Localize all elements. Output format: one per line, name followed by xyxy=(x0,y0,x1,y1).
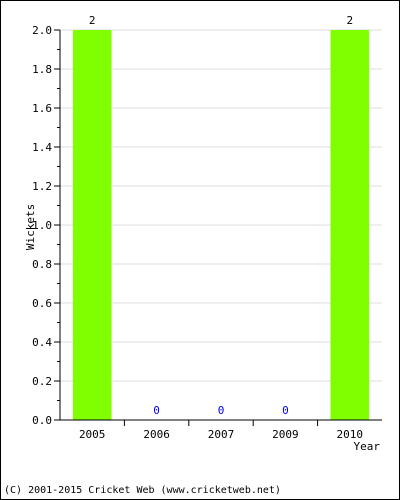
y-tick-label: 0.0 xyxy=(32,414,52,427)
data-label-2010: 2 xyxy=(346,14,353,27)
y-tick-label: 0.4 xyxy=(32,336,52,349)
y-tick-label: 0.8 xyxy=(32,258,52,271)
x-tick-label-2006: 2006 xyxy=(143,428,170,441)
y-tick-label: 1.8 xyxy=(32,63,52,76)
bar-2010 xyxy=(330,30,370,420)
y-tick-label: 0.2 xyxy=(32,375,52,388)
x-tick-label-2005: 2005 xyxy=(79,428,106,441)
data-label-2005: 2 xyxy=(89,14,96,27)
y-tick-label: 0.6 xyxy=(32,297,52,310)
data-label-2006: 0 xyxy=(153,404,160,417)
y-tick-label: 2.0 xyxy=(32,24,52,37)
axes xyxy=(54,29,382,426)
y-tick-label: 1.2 xyxy=(32,180,52,193)
x-tick-label-2010: 2010 xyxy=(337,428,364,441)
bar-2005 xyxy=(72,30,112,420)
grid-lines xyxy=(60,29,382,382)
y-tick-label: 1.6 xyxy=(32,102,52,115)
x-axis-label: Year xyxy=(354,440,381,453)
data-label-2007: 0 xyxy=(218,404,225,417)
data-label-2009: 0 xyxy=(282,404,289,417)
x-tick-label-2007: 2007 xyxy=(208,428,235,441)
y-axis-label: Wickets xyxy=(24,204,37,250)
bars xyxy=(72,30,370,420)
x-tick-label-2009: 2009 xyxy=(272,428,299,441)
labels: 0.0 0.2 0.4 0.6 0.8 1.0 1.2 1.4 1.6 1.8 2.0 2 2005 0 2… xyxy=(32,14,363,441)
y-tick-label: 1.4 xyxy=(32,141,52,154)
y-tick-label: 1.0 xyxy=(32,219,52,232)
copyright-footer: (C) 2001-2015 Cricket Web (www.cricketwe… xyxy=(4,485,281,496)
